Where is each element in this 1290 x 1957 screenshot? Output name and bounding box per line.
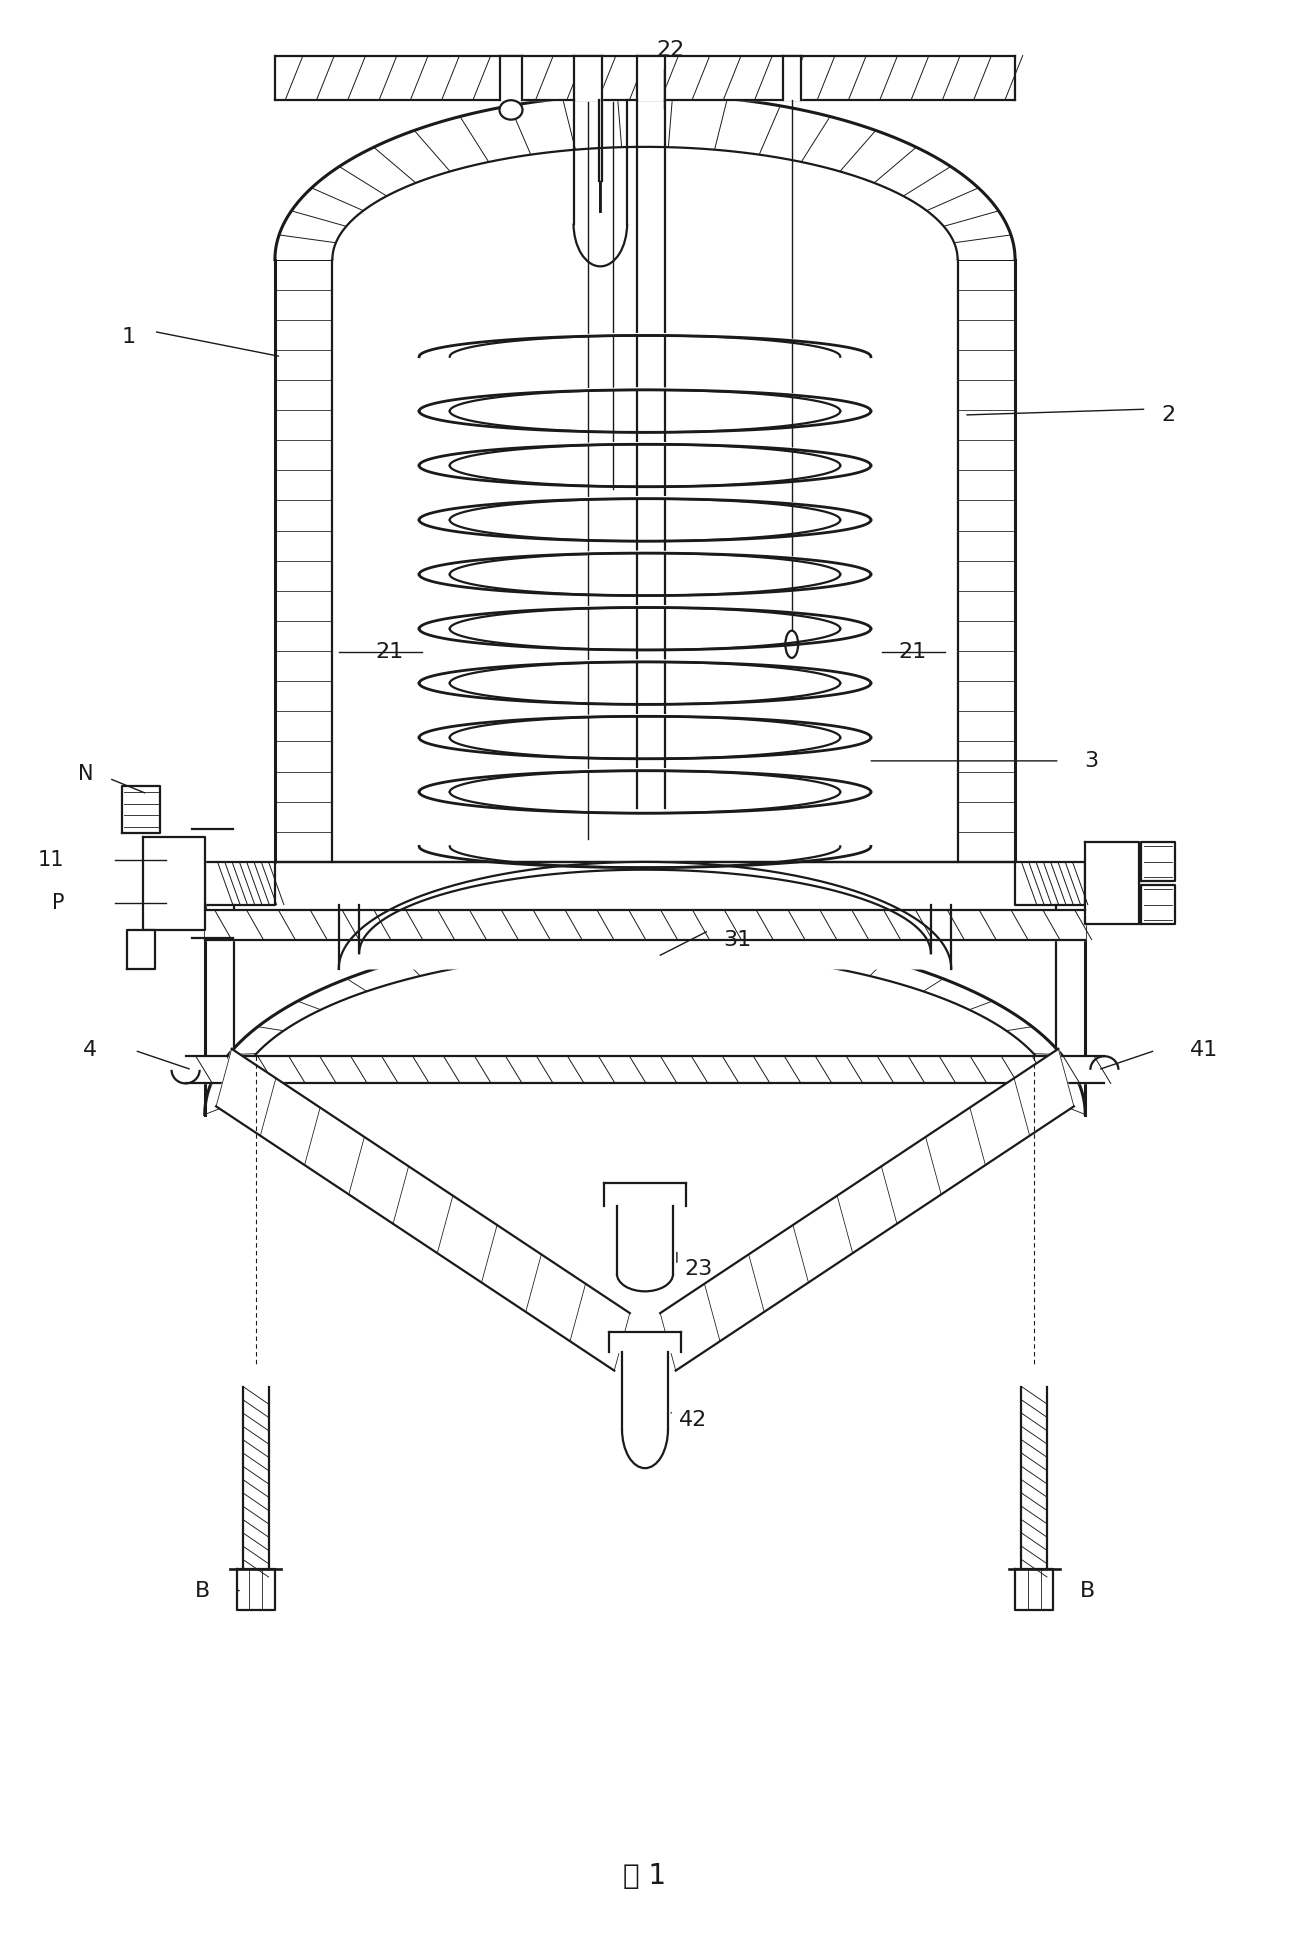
Polygon shape (419, 660, 871, 683)
Polygon shape (217, 1049, 630, 1370)
Polygon shape (419, 607, 871, 628)
Polygon shape (419, 442, 871, 466)
Polygon shape (143, 838, 205, 930)
Text: 1: 1 (121, 327, 135, 346)
Polygon shape (783, 55, 801, 100)
Text: B: B (1080, 1581, 1095, 1601)
Polygon shape (419, 714, 871, 738)
Polygon shape (339, 861, 951, 969)
Polygon shape (205, 861, 1085, 904)
Polygon shape (419, 497, 871, 521)
Text: 图 1: 图 1 (623, 1863, 667, 1890)
Polygon shape (205, 904, 1085, 1115)
Text: 11: 11 (37, 849, 64, 871)
Polygon shape (243, 1388, 268, 1570)
Text: 2: 2 (1161, 405, 1175, 425)
Polygon shape (186, 1057, 1104, 1084)
Polygon shape (499, 55, 522, 100)
Text: N: N (79, 765, 94, 785)
Polygon shape (275, 94, 1015, 861)
Polygon shape (1085, 842, 1139, 924)
Polygon shape (617, 1206, 673, 1274)
Ellipse shape (786, 630, 799, 658)
Ellipse shape (499, 100, 522, 119)
Polygon shape (275, 55, 1015, 100)
Text: 3: 3 (1085, 751, 1099, 771)
Polygon shape (419, 552, 871, 573)
Polygon shape (205, 910, 1085, 939)
Polygon shape (419, 769, 871, 793)
Polygon shape (1022, 1388, 1047, 1570)
Text: P: P (52, 892, 64, 912)
Polygon shape (236, 1570, 275, 1611)
Text: 4: 4 (83, 1041, 97, 1061)
Polygon shape (121, 787, 160, 834)
Polygon shape (660, 1049, 1073, 1370)
Text: 42: 42 (680, 1409, 708, 1429)
Polygon shape (419, 335, 871, 356)
Text: 31: 31 (722, 930, 751, 949)
Polygon shape (1015, 1570, 1054, 1611)
Text: 41: 41 (1189, 1041, 1218, 1061)
Polygon shape (609, 1333, 681, 1352)
Polygon shape (637, 55, 666, 100)
Polygon shape (1142, 842, 1175, 881)
Text: 21: 21 (375, 642, 404, 661)
Polygon shape (419, 387, 871, 411)
Text: B: B (195, 1581, 210, 1601)
Text: 21: 21 (899, 642, 928, 661)
Polygon shape (604, 1182, 686, 1206)
Text: 23: 23 (685, 1258, 712, 1280)
Text: 22: 22 (657, 39, 685, 61)
Polygon shape (1142, 885, 1175, 924)
Polygon shape (622, 1352, 668, 1429)
Polygon shape (126, 930, 155, 969)
Polygon shape (574, 55, 601, 100)
